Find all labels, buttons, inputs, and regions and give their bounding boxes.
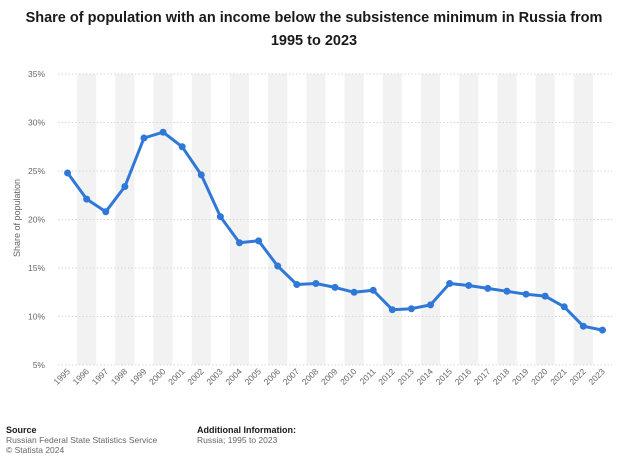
band-2006 [268, 74, 288, 365]
data-point-2010[interactable] [350, 288, 358, 296]
x-tick-label: 1995 [52, 366, 73, 387]
x-tick-label: 2009 [319, 366, 340, 387]
data-point-2023[interactable] [598, 326, 606, 334]
source-block: Source Russian Federal State Statistics … [6, 425, 157, 455]
band-2012 [382, 74, 402, 365]
x-tick-label: 2022 [567, 366, 588, 387]
y-tick-labels: 5% 10% 15% 20% 25% 30% 35% [28, 69, 45, 370]
y-tick-label: 10% [28, 312, 45, 322]
x-tick-label: 2001 [166, 366, 187, 387]
source-heading: Source [6, 425, 37, 435]
data-point-2005[interactable] [255, 237, 263, 245]
source-text[interactable]: Russian Federal State Statistics Service [6, 435, 158, 445]
x-tick-label: 2019 [510, 366, 531, 387]
x-tick-label: 1999 [128, 366, 149, 387]
data-points [64, 128, 606, 334]
data-point-1997[interactable] [102, 208, 110, 216]
additional-info-text: Russia; 1995 to 2023 [197, 435, 278, 445]
x-tick-label: 2003 [204, 366, 225, 387]
data-point-2019[interactable] [522, 290, 530, 298]
data-point-2021[interactable] [560, 303, 568, 311]
x-tick-label: 2002 [185, 366, 206, 387]
x-tick-label: 1997 [90, 366, 111, 387]
data-point-2013[interactable] [407, 305, 415, 313]
data-point-2000[interactable] [159, 128, 167, 136]
copyright-text[interactable]: © Statista 2024 [6, 445, 65, 455]
data-point-2014[interactable] [427, 301, 435, 309]
x-tick-label: 2023 [586, 366, 607, 387]
additional-info-block: Additional Information: Russia; 1995 to … [197, 425, 296, 445]
data-point-2009[interactable] [331, 283, 339, 291]
data-point-1998[interactable] [121, 183, 129, 191]
data-point-2015[interactable] [446, 280, 454, 288]
x-tick-label: 2012 [376, 366, 397, 387]
y-tick-label: 5% [33, 360, 46, 370]
x-tick-label: 2011 [358, 366, 378, 386]
chart-title-line-2: 1995 to 2023 [270, 33, 358, 49]
data-point-2018[interactable] [503, 287, 511, 295]
x-tick-label: 2016 [453, 366, 474, 387]
y-tick-label: 15% [28, 263, 45, 273]
x-tick-label: 2020 [529, 366, 550, 387]
x-tick-label: 2004 [223, 366, 244, 387]
x-tick-label: 2006 [262, 366, 283, 387]
data-point-2001[interactable] [178, 143, 186, 151]
data-point-2002[interactable] [197, 171, 205, 179]
band-2010 [344, 74, 364, 365]
data-point-2016[interactable] [465, 281, 473, 289]
chart-title: Share of population with an income below… [0, 7, 628, 53]
data-point-2003[interactable] [216, 213, 224, 221]
band-2002 [191, 74, 211, 365]
y-axis-label: Share of population [12, 178, 22, 258]
chart-title-line-1: Share of population with an income below… [25, 10, 603, 26]
x-tick-label: 1996 [71, 366, 92, 387]
x-tick-label: 2018 [491, 366, 512, 387]
x-tick-label: 2000 [147, 366, 168, 387]
data-point-1996[interactable] [83, 195, 91, 203]
y-tick-label: 35% [28, 69, 45, 79]
x-tick-label: 2008 [300, 366, 321, 387]
additional-info-heading: Additional Information: [197, 425, 296, 435]
x-tick-label: 2005 [243, 366, 264, 387]
band-2008 [306, 74, 326, 365]
band-2014 [420, 74, 441, 365]
x-tick-label: 2017 [472, 366, 493, 387]
y-tick-label: 20% [28, 215, 45, 225]
x-tick-label: 2015 [434, 366, 455, 387]
data-point-2006[interactable] [274, 262, 282, 270]
data-point-2020[interactable] [541, 292, 549, 300]
band-2004 [229, 74, 250, 365]
x-tick-label: 2013 [395, 366, 416, 387]
x-tick-label: 1998 [109, 366, 130, 387]
x-tick-label: 2007 [281, 366, 302, 387]
x-tick-label: 2021 [548, 366, 569, 387]
data-point-2008[interactable] [312, 280, 320, 288]
data-point-1995[interactable] [64, 169, 72, 177]
x-tick-label: 2010 [338, 366, 359, 387]
data-point-2004[interactable] [235, 239, 243, 247]
x-tick-labels: 1995199619971998199920002001200220032004… [52, 366, 608, 387]
x-tick-label: 2014 [414, 366, 435, 387]
y-gridlines [58, 73, 612, 366]
data-point-2012[interactable] [388, 306, 396, 314]
data-point-2007[interactable] [293, 280, 301, 288]
y-tick-label: 30% [28, 118, 45, 128]
series-line [66, 130, 604, 332]
data-point-1999[interactable] [140, 134, 148, 142]
data-point-2011[interactable] [369, 286, 377, 294]
data-point-2022[interactable] [579, 322, 587, 330]
y-tick-label: 25% [28, 166, 45, 176]
data-point-2017[interactable] [484, 284, 492, 292]
